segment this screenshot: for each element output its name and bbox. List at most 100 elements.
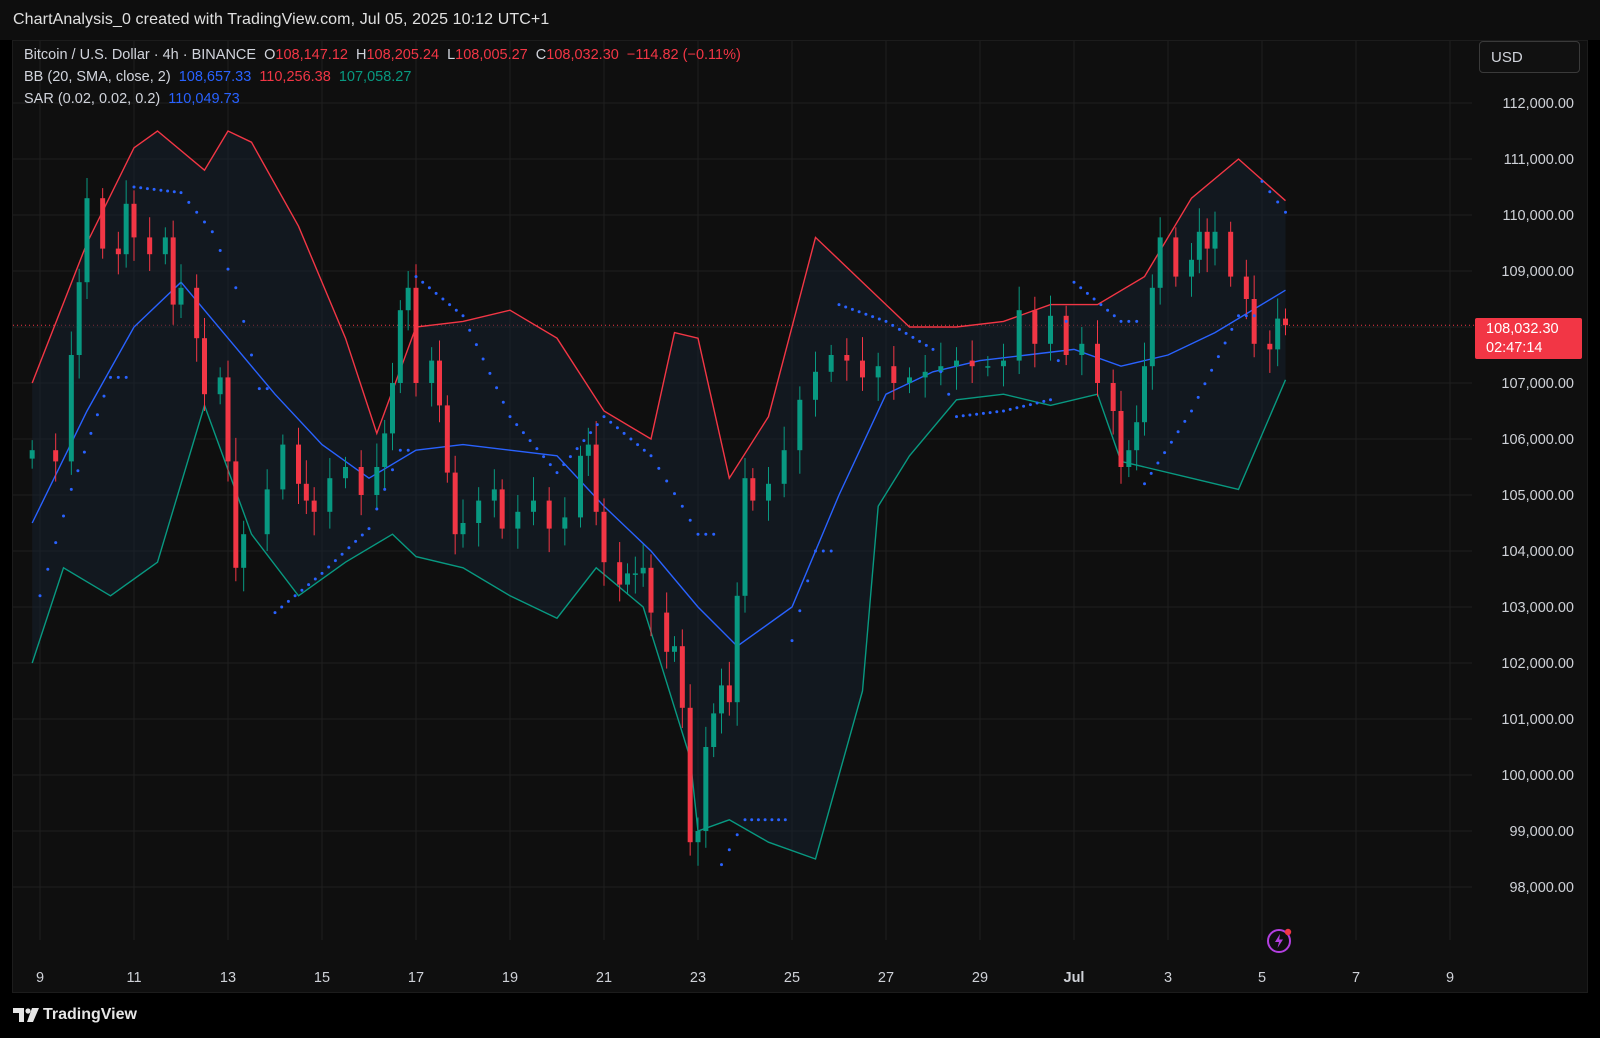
- sar-dot: [1210, 368, 1214, 372]
- last-price-tag: 108,032.30 02:47:14: [1475, 318, 1582, 359]
- sar-dot: [1252, 314, 1256, 318]
- sar-dot: [132, 185, 136, 189]
- sar-dot: [968, 413, 972, 417]
- candle-body: [1204, 231, 1210, 249]
- y-tick-label: 107,000.00: [1501, 376, 1574, 392]
- footer: [0, 993, 1600, 1038]
- sar-dot: [1042, 399, 1046, 403]
- y-tick-label: 105,000.00: [1501, 488, 1574, 504]
- candle-body: [601, 511, 607, 563]
- candle-body: [695, 831, 701, 843]
- sar-dot: [750, 818, 754, 822]
- sar-dot: [535, 447, 539, 451]
- candle-body: [593, 444, 599, 512]
- candle-body: [499, 489, 505, 529]
- header-bar: ChartAnalysis_0 created with TradingView…: [0, 0, 1600, 40]
- x-tick-label: 9: [36, 970, 44, 986]
- candle-body: [1251, 299, 1257, 344]
- legend-bb-row[interactable]: BB (20, SMA, close, 2) 108,657.33 110,25…: [24, 69, 415, 85]
- sar-dot: [95, 413, 99, 417]
- candle-body: [1063, 315, 1069, 355]
- candle-body: [640, 567, 646, 574]
- bb-fill: [32, 131, 1286, 859]
- sar-dot: [939, 370, 943, 374]
- candle-body: [578, 455, 583, 518]
- candle-body: [1079, 343, 1085, 355]
- sar-dot: [814, 549, 817, 553]
- x-tick-label: 3: [1164, 970, 1172, 986]
- y-axis: 112,000.00 111,000.00 110,000.00 109,000.00…: [1501, 96, 1574, 896]
- legend-open-label: O: [264, 47, 276, 63]
- sar-dot: [203, 220, 206, 224]
- sar-dot: [398, 448, 402, 452]
- sar-dot: [1106, 308, 1110, 312]
- sar-dot: [680, 504, 684, 508]
- legend-sar-row[interactable]: SAR (0.02, 0.02, 0.2) 110,049.73: [24, 91, 244, 107]
- legend-bb-upper: 110,256.38: [259, 69, 331, 85]
- candle-body: [1267, 343, 1273, 350]
- y-tick-label: 99,000.00: [1509, 824, 1574, 840]
- sar-dot: [1072, 280, 1076, 284]
- sar-dot: [897, 327, 901, 331]
- sar-dot: [743, 818, 747, 822]
- candle-body: [358, 467, 364, 495]
- sar-dot: [195, 210, 199, 214]
- y-tick-label: 111,000.00: [1504, 152, 1574, 168]
- candle-body: [891, 366, 897, 383]
- sar-dot: [501, 400, 505, 404]
- candle-body: [969, 360, 975, 367]
- lightning-icon[interactable]: [1266, 926, 1294, 954]
- candle-body: [178, 287, 184, 305]
- sar-dot: [300, 588, 304, 592]
- sar-dot: [589, 431, 593, 435]
- sar-dot: [931, 347, 935, 351]
- sar-dot: [1049, 398, 1052, 402]
- sar-dot: [179, 191, 183, 195]
- sar-dot: [1092, 297, 1096, 301]
- sar-dot: [441, 297, 445, 301]
- sar-dot: [891, 323, 895, 327]
- candle-body: [1189, 259, 1194, 277]
- candle-body: [1149, 287, 1155, 367]
- candle-body: [734, 595, 740, 703]
- sar-dot: [1284, 210, 1287, 214]
- legend-ohlc-row[interactable]: Bitcoin / U.S. Dollar · 4h · BINANCE O10…: [24, 47, 745, 63]
- tradingview-logo[interactable]: TradingView: [13, 1006, 137, 1024]
- sar-dot: [1127, 319, 1131, 323]
- x-tick-label: 25: [784, 970, 800, 986]
- x-tick-label: 15: [314, 970, 330, 986]
- candle-body: [217, 377, 223, 395]
- sar-dot: [327, 565, 331, 569]
- currency-button[interactable]: USD: [1479, 41, 1580, 73]
- sar-dot: [414, 275, 418, 279]
- candle-body: [781, 450, 787, 484]
- sar-dot: [1119, 319, 1123, 323]
- sar-dot: [602, 415, 606, 419]
- sar-dot: [829, 549, 833, 553]
- x-tick-label: 7: [1352, 970, 1360, 986]
- sar-dot: [636, 443, 640, 447]
- sar-dot: [918, 339, 922, 343]
- candle-body: [726, 685, 732, 703]
- sar-dot: [461, 314, 465, 318]
- sar-dot: [548, 463, 552, 467]
- sar-dot: [1149, 471, 1153, 475]
- sar-dot: [116, 375, 120, 379]
- candle-body: [672, 646, 677, 652]
- candle-body: [1048, 315, 1053, 344]
- candle-body: [303, 483, 309, 501]
- candle-body: [100, 198, 106, 249]
- sar-dot: [857, 310, 861, 314]
- sar-dot: [568, 455, 572, 459]
- candle-body: [1001, 360, 1006, 367]
- sar-dot: [1064, 319, 1068, 323]
- sar-dot: [1135, 319, 1139, 323]
- candle-body: [860, 360, 865, 378]
- x-tick-label: 11: [126, 970, 141, 986]
- y-tick-label: 112,000.00: [1503, 96, 1575, 112]
- sar-dot: [454, 308, 458, 312]
- candle-body: [1196, 231, 1202, 260]
- x-tick-label: 13: [220, 970, 236, 986]
- sar-dot: [555, 471, 559, 475]
